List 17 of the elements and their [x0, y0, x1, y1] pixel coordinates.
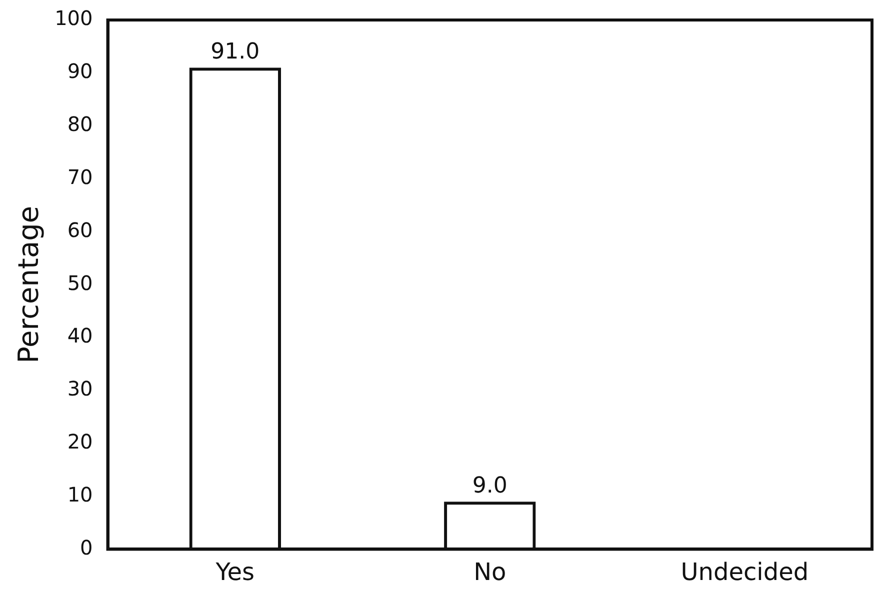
y-tick-label: 10 — [67, 482, 93, 506]
y-tick-label: 90 — [67, 59, 93, 84]
x-tick-label: No — [474, 558, 506, 586]
y-tick-label: 50 — [67, 270, 93, 295]
x-tick-label: Yes — [214, 558, 255, 586]
y-tick-label: 30 — [67, 376, 93, 401]
data-label: 9.0 — [472, 473, 508, 498]
y-tick-label: 0 — [80, 535, 93, 560]
y-axis-title: Percentage — [12, 206, 46, 364]
y-tick-label: 80 — [67, 112, 93, 136]
y-tick-label: 100 — [54, 6, 93, 30]
x-tick-label: Undecided — [680, 558, 809, 586]
data-label: 91.0 — [210, 39, 260, 64]
y-tick-label: 60 — [67, 218, 93, 242]
y-tick-label: 40 — [67, 324, 93, 348]
y-tick-label: 70 — [67, 164, 93, 189]
y-tick-label: 20 — [67, 430, 93, 454]
